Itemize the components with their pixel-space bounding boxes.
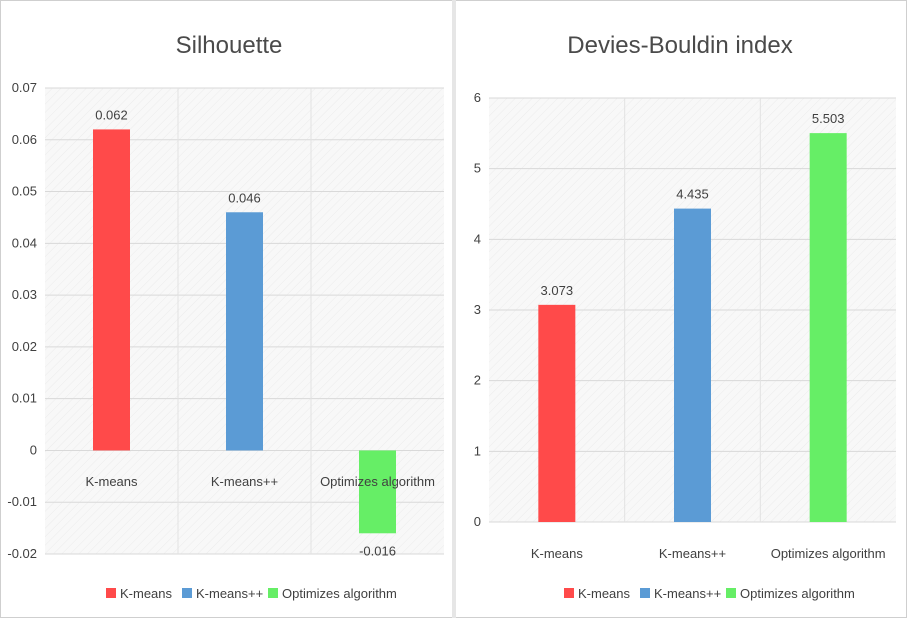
legend-label: K-means++ xyxy=(654,586,721,601)
y-tick-label: 0.03 xyxy=(12,287,37,302)
data-label: 5.503 xyxy=(812,111,845,126)
x-category-label: K-means++ xyxy=(211,474,278,489)
legend-label: K-means++ xyxy=(196,586,263,601)
y-tick-label: 5 xyxy=(474,161,481,176)
legend-swatch xyxy=(726,588,736,598)
legend-swatch xyxy=(564,588,574,598)
legend-swatch xyxy=(106,588,116,598)
y-tick-label: 4 xyxy=(474,231,481,246)
legend-swatch xyxy=(268,588,278,598)
x-category-label: K-means++ xyxy=(659,546,726,561)
y-tick-label: 1 xyxy=(474,443,481,458)
silhouette-chart: Silhouette -0.02 -0.01 0 0.01 0.02 0.03 0.04 0.0… xyxy=(7,32,444,601)
y-tick-label: -0.01 xyxy=(7,494,37,509)
y-tick-label: 0.02 xyxy=(12,339,37,354)
y-tick-label: -0.02 xyxy=(7,546,37,561)
data-label: 0.062 xyxy=(95,107,128,122)
y-tick-label: 0 xyxy=(30,442,37,457)
x-category-label: Optimizes algorithm xyxy=(771,546,886,561)
y-tick-label: 0.07 xyxy=(12,80,37,95)
davies-bouldin-chart-panel: Devies-Bouldin index 0 1 2 3 4 5 6 3.073 K-means 4… xyxy=(459,10,904,614)
y-tick-label: 0 xyxy=(474,514,481,529)
legend-label: K-means xyxy=(120,586,173,601)
data-label: -0.016 xyxy=(359,543,396,558)
silhouette-chart-panel: Silhouette -0.02 -0.01 0 0.01 0.02 0.03 0.04 0.0… xyxy=(3,10,450,614)
chart-title: Silhouette xyxy=(176,32,283,59)
y-tick-label: 2 xyxy=(474,373,481,388)
y-tick-label: 0.04 xyxy=(12,235,37,250)
bar-optimizes-algorithm xyxy=(359,450,396,534)
panel-divider xyxy=(452,0,456,618)
bar-k-means xyxy=(538,304,576,522)
x-category-label: K-means xyxy=(85,474,138,489)
x-category-label: K-means xyxy=(531,546,584,561)
data-label: 0.046 xyxy=(228,190,261,205)
legend-swatch xyxy=(640,588,650,598)
bar-k-means- xyxy=(674,208,711,523)
legend-swatch xyxy=(182,588,192,598)
bar-k-means- xyxy=(226,212,263,451)
legend-label: K-means xyxy=(578,586,631,601)
chart-title: Devies-Bouldin index xyxy=(567,32,792,59)
y-tick-label: 0.05 xyxy=(12,184,37,199)
legend-label: Optimizes algorithm xyxy=(282,586,397,601)
y-tick-label: 0.06 xyxy=(12,132,37,147)
data-label: 3.073 xyxy=(541,283,574,298)
y-tick-label: 6 xyxy=(474,90,481,105)
legend-label: Optimizes algorithm xyxy=(740,586,855,601)
x-category-label: Optimizes algorithm xyxy=(320,474,435,489)
data-label: 4.435 xyxy=(676,187,709,202)
davies-bouldin-chart: Devies-Bouldin index 0 1 2 3 4 5 6 3.073 K-means 4… xyxy=(474,32,896,601)
y-tick-label: 0.01 xyxy=(12,391,37,406)
y-tick-label: 3 xyxy=(474,302,481,317)
bar-optimizes-algorithm xyxy=(809,133,847,522)
bar-k-means xyxy=(93,129,130,451)
